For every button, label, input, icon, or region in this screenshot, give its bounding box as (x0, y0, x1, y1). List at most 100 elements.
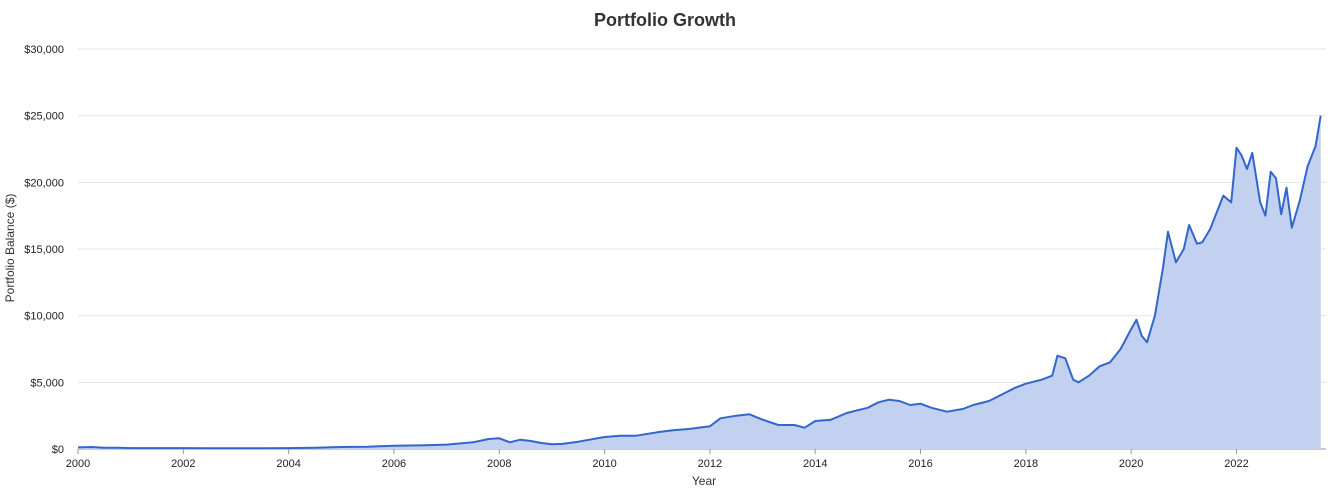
data-point[interactable] (1063, 356, 1068, 361)
data-point[interactable] (1055, 353, 1060, 358)
data-point[interactable] (76, 445, 81, 450)
data-point[interactable] (560, 441, 565, 446)
data-point[interactable] (1284, 185, 1289, 190)
data-point[interactable] (718, 416, 723, 421)
data-point[interactable] (507, 440, 512, 445)
data-point[interactable] (897, 399, 902, 404)
data-point[interactable] (987, 399, 992, 404)
data-point[interactable] (734, 413, 739, 418)
data-point[interactable] (1200, 240, 1205, 245)
data-point[interactable] (1239, 153, 1244, 158)
data-point[interactable] (618, 433, 623, 438)
data-point[interactable] (423, 443, 428, 448)
data-point[interactable] (634, 433, 639, 438)
data-point[interactable] (128, 446, 133, 451)
data-point[interactable] (971, 403, 976, 408)
data-point[interactable] (234, 446, 239, 451)
data-point[interactable] (539, 441, 544, 446)
data-point[interactable] (1305, 164, 1310, 169)
data-point[interactable] (1087, 373, 1092, 378)
data-point[interactable] (391, 443, 396, 448)
data-point[interactable] (1208, 227, 1213, 232)
data-point[interactable] (470, 440, 475, 445)
data-point[interactable] (1274, 176, 1279, 181)
data-point[interactable] (918, 401, 923, 406)
data-point[interactable] (1145, 340, 1150, 345)
data-point[interactable] (844, 411, 849, 416)
data-point[interactable] (260, 446, 265, 451)
data-point[interactable] (1152, 313, 1157, 318)
data-point[interactable] (1313, 144, 1318, 149)
data-point[interactable] (207, 446, 212, 451)
data-point[interactable] (1108, 360, 1113, 365)
data-point[interactable] (286, 446, 291, 451)
data-point[interactable] (1160, 267, 1165, 272)
data-point[interactable] (1076, 380, 1081, 385)
data-point[interactable] (1221, 193, 1226, 198)
data-point[interactable] (497, 436, 502, 441)
data-point[interactable] (1195, 241, 1200, 246)
data-point[interactable] (1263, 213, 1268, 218)
data-point[interactable] (1234, 145, 1239, 150)
data-point[interactable] (865, 405, 870, 410)
data-point[interactable] (908, 403, 913, 408)
data-point[interactable] (1245, 167, 1250, 172)
data-point[interactable] (1050, 373, 1055, 378)
data-point[interactable] (960, 407, 965, 412)
data-point[interactable] (1134, 317, 1139, 322)
data-point[interactable] (313, 445, 318, 450)
data-point[interactable] (1023, 381, 1028, 386)
data-point[interactable] (155, 446, 160, 451)
data-point[interactable] (1166, 229, 1171, 234)
data-point[interactable] (1187, 223, 1192, 228)
data-point[interactable] (1039, 377, 1044, 382)
data-point[interactable] (1229, 200, 1234, 205)
data-point[interactable] (365, 444, 370, 449)
data-point[interactable] (792, 423, 797, 428)
data-point[interactable] (115, 445, 120, 450)
data-point[interactable] (486, 437, 491, 442)
data-point[interactable] (1013, 385, 1018, 390)
data-point[interactable] (549, 442, 554, 447)
data-point[interactable] (1173, 260, 1178, 265)
data-point[interactable] (876, 400, 881, 405)
data-point[interactable] (747, 412, 752, 417)
data-point[interactable] (686, 427, 691, 432)
data-point[interactable] (1268, 169, 1273, 174)
data-point[interactable] (1213, 213, 1218, 218)
data-point[interactable] (776, 423, 781, 428)
data-point[interactable] (181, 446, 186, 451)
data-point[interactable] (1318, 113, 1323, 118)
data-point[interactable] (89, 445, 94, 450)
data-point[interactable] (444, 442, 449, 447)
data-point[interactable] (602, 435, 607, 440)
data-point[interactable] (929, 405, 934, 410)
data-point[interactable] (944, 409, 949, 414)
data-point[interactable] (1279, 212, 1284, 217)
data-point[interactable] (1250, 151, 1255, 156)
data-point[interactable] (802, 425, 807, 430)
data-point[interactable] (655, 430, 660, 435)
data-point[interactable] (1181, 247, 1186, 252)
data-point[interactable] (813, 419, 818, 424)
data-point[interactable] (886, 397, 891, 402)
data-point[interactable] (707, 424, 712, 429)
data-point[interactable] (1118, 347, 1123, 352)
data-point[interactable] (829, 417, 834, 422)
data-point[interactable] (528, 439, 533, 444)
data-point[interactable] (1258, 200, 1263, 205)
data-point[interactable] (1139, 333, 1144, 338)
data-point[interactable] (1129, 327, 1134, 332)
data-point[interactable] (518, 437, 523, 442)
data-point[interactable] (1002, 391, 1007, 396)
data-point[interactable] (671, 428, 676, 433)
data-point[interactable] (1071, 377, 1076, 382)
data-point[interactable] (407, 443, 412, 448)
data-point[interactable] (1289, 225, 1294, 230)
data-point[interactable] (102, 445, 107, 450)
data-point[interactable] (760, 417, 765, 422)
data-point[interactable] (1097, 364, 1102, 369)
data-point[interactable] (576, 439, 581, 444)
data-point[interactable] (1297, 199, 1302, 204)
data-point[interactable] (339, 445, 344, 450)
